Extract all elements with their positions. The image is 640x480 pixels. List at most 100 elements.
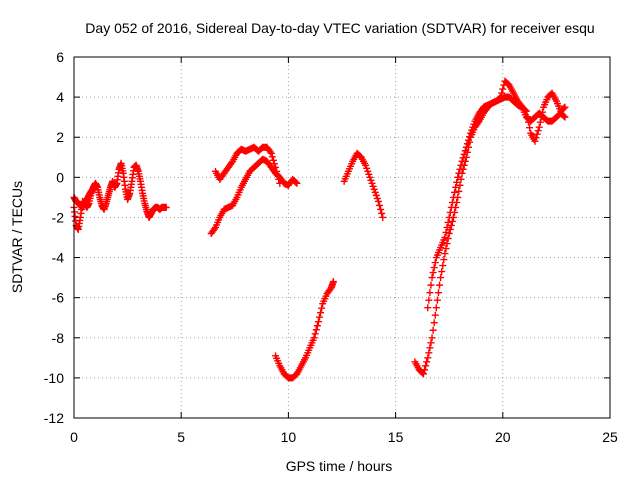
data-point bbox=[273, 167, 281, 175]
data-point bbox=[91, 183, 99, 191]
data-point bbox=[318, 304, 326, 312]
data-point bbox=[433, 296, 441, 304]
data-point bbox=[526, 124, 534, 132]
data-point bbox=[313, 322, 321, 330]
data-point bbox=[561, 103, 569, 111]
y-tick-label: -12 bbox=[44, 410, 64, 426]
data-point bbox=[274, 171, 282, 179]
y-tick-label: -6 bbox=[52, 290, 65, 306]
data-point bbox=[228, 159, 236, 167]
data-point bbox=[523, 113, 531, 121]
data-point bbox=[464, 136, 472, 144]
series-arc4 bbox=[340, 149, 387, 221]
data-point bbox=[311, 330, 319, 338]
data-point bbox=[560, 112, 568, 120]
y-tick-label: 6 bbox=[56, 49, 64, 65]
x-tick-label: 25 bbox=[602, 429, 618, 445]
data-point bbox=[310, 334, 318, 342]
data-point bbox=[445, 229, 453, 237]
data-point bbox=[443, 223, 451, 231]
data-point bbox=[317, 309, 325, 317]
y-tick-label: -2 bbox=[52, 209, 65, 225]
series-arc2b bbox=[212, 143, 284, 187]
series-arc5b bbox=[424, 89, 569, 312]
data-point bbox=[275, 175, 283, 183]
data-point bbox=[522, 107, 530, 115]
data-point bbox=[376, 201, 384, 209]
data-point bbox=[425, 349, 433, 357]
data-point bbox=[451, 188, 459, 196]
data-point bbox=[424, 304, 432, 312]
data-point bbox=[276, 179, 284, 187]
data-point bbox=[449, 193, 457, 201]
data-point bbox=[453, 178, 461, 186]
data-point bbox=[442, 245, 450, 253]
data-point bbox=[533, 130, 541, 138]
data-point bbox=[426, 289, 434, 297]
y-axis-label: SDTVAR / TECUs bbox=[9, 181, 25, 293]
x-tick-label: 15 bbox=[388, 429, 404, 445]
y-tick-label: -4 bbox=[52, 250, 65, 266]
data-point bbox=[315, 313, 323, 321]
data-point bbox=[425, 296, 433, 304]
data-point bbox=[436, 281, 444, 289]
y-tick-label: 2 bbox=[56, 129, 64, 145]
data-point bbox=[314, 318, 322, 326]
series-arc5 bbox=[411, 77, 569, 378]
data-point bbox=[454, 173, 462, 181]
data-point bbox=[439, 262, 447, 270]
data-point bbox=[292, 178, 300, 186]
data-point bbox=[428, 274, 436, 282]
data-point bbox=[457, 161, 465, 169]
data-point bbox=[447, 203, 455, 211]
series-arc1 bbox=[70, 159, 170, 233]
data-point bbox=[270, 160, 278, 168]
data-point bbox=[374, 197, 382, 205]
data-point bbox=[442, 228, 450, 236]
data-point bbox=[378, 209, 386, 217]
data-point bbox=[422, 362, 430, 370]
data-point bbox=[534, 127, 542, 135]
data-point bbox=[446, 208, 454, 216]
data-point bbox=[537, 113, 545, 121]
data-point bbox=[427, 281, 435, 289]
data-point bbox=[444, 218, 452, 226]
series-arc3 bbox=[272, 278, 337, 382]
data-point bbox=[377, 205, 385, 213]
data-point bbox=[458, 157, 466, 165]
data-point bbox=[455, 169, 463, 177]
data-point bbox=[560, 104, 568, 112]
data-points bbox=[70, 77, 569, 382]
data-point bbox=[329, 278, 337, 286]
x-tick-label: 5 bbox=[177, 429, 185, 445]
data-point bbox=[312, 326, 320, 334]
data-point bbox=[272, 163, 280, 171]
data-point bbox=[521, 106, 529, 114]
data-point bbox=[429, 269, 437, 277]
series-arc2 bbox=[207, 155, 301, 237]
data-point bbox=[561, 113, 569, 121]
data-point bbox=[445, 213, 453, 221]
data-point bbox=[431, 311, 439, 319]
data-point bbox=[427, 339, 435, 347]
data-point bbox=[499, 85, 507, 93]
data-point bbox=[438, 268, 446, 276]
data-point bbox=[448, 217, 456, 225]
data-point bbox=[269, 156, 277, 164]
data-point bbox=[432, 304, 440, 312]
y-tick-label: -8 bbox=[52, 330, 65, 346]
data-point bbox=[162, 203, 170, 211]
data-point bbox=[429, 326, 437, 334]
data-point bbox=[424, 354, 432, 362]
x-tick-label: 10 bbox=[281, 429, 297, 445]
data-point bbox=[461, 147, 469, 155]
data-point bbox=[430, 264, 438, 272]
data-point bbox=[456, 165, 464, 173]
x-axis-label: GPS time / hours bbox=[286, 458, 393, 474]
data-point bbox=[448, 198, 456, 206]
data-point bbox=[462, 143, 470, 151]
data-point bbox=[466, 133, 474, 141]
data-point bbox=[437, 274, 445, 282]
data-point bbox=[474, 119, 482, 127]
data-point bbox=[459, 154, 467, 162]
